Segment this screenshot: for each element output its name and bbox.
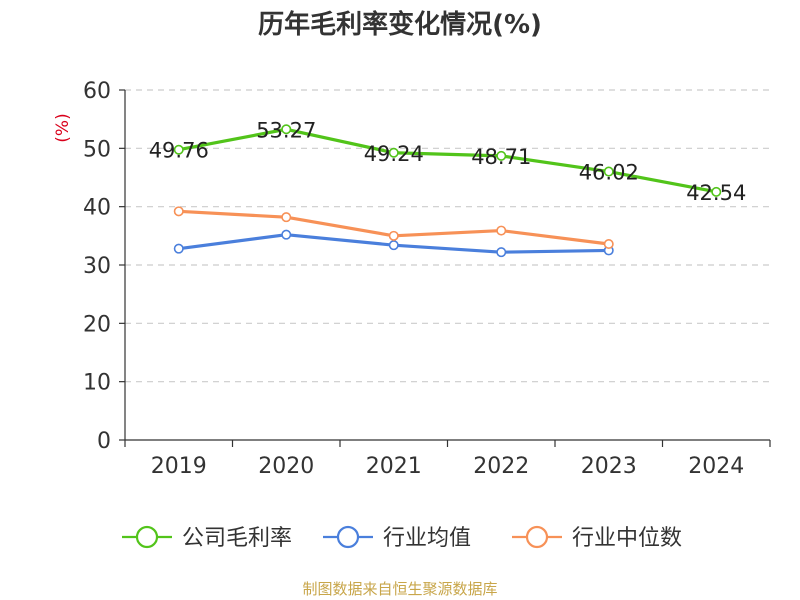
- grid-layer: [125, 89, 770, 383]
- legend-marker: [135, 525, 159, 549]
- y-tick-label: 10: [83, 371, 111, 396]
- legend-layer: 公司毛利率 行业均值 行业中位数: [122, 525, 682, 551]
- axis-layer: 0 10 20 30 40 50 60 (%) 2019 2020 2021 2022 2023 2024: [53, 79, 771, 479]
- series-line-0: [178, 127, 717, 194]
- data-point-0: [711, 186, 722, 197]
- x-tick-label: 2023: [581, 454, 637, 479]
- y-tick-label: 0: [97, 429, 111, 454]
- x-tick-label: 2022: [473, 454, 529, 479]
- x-tick-label: 2021: [366, 454, 422, 479]
- series-layer: [173, 124, 722, 258]
- data-point-0: [603, 166, 614, 177]
- data-label: 49.24: [364, 142, 424, 166]
- y-tick-label: 30: [83, 254, 111, 279]
- legend-marker: [336, 525, 360, 549]
- data-point-1: [388, 240, 399, 251]
- y-tick-label: 20: [83, 312, 111, 337]
- data-point-1: [173, 243, 184, 254]
- data-label: 46.02: [579, 161, 639, 185]
- legend-marker: [525, 525, 549, 549]
- data-label: 49.76: [149, 139, 209, 163]
- y-axis-label: (%): [53, 113, 73, 142]
- x-tick-label: 2024: [688, 454, 744, 479]
- data-point-2: [388, 230, 399, 241]
- data-label: 48.71: [471, 145, 531, 169]
- data-point-0: [173, 144, 184, 155]
- data-point-0: [281, 124, 292, 135]
- source-text: 制图数据来自恒生聚源数据库: [302, 580, 498, 598]
- legend-label: 公司毛利率: [182, 526, 292, 551]
- data-point-2: [281, 212, 292, 223]
- data-label: 42.54: [686, 181, 746, 205]
- x-tick-label: 2019: [151, 454, 207, 479]
- data-point-0: [388, 147, 399, 158]
- data-point-2: [496, 225, 507, 236]
- data-point-0: [496, 150, 507, 161]
- y-tick-label: 60: [83, 79, 111, 104]
- label-layer: 49.76 53.27 49.24 48.71 46.02 42.54: [149, 118, 747, 205]
- y-tick-label: 50: [83, 137, 111, 162]
- legend-label: 行业中位数: [572, 526, 682, 551]
- chart-title: 历年毛利率变化情况(%): [258, 10, 542, 40]
- data-point-2: [173, 206, 184, 217]
- y-tick-label: 40: [83, 196, 111, 221]
- data-point-1: [496, 247, 507, 258]
- legend-label: 行业均值: [383, 526, 471, 551]
- data-label: 53.27: [256, 118, 316, 142]
- data-point-2: [603, 239, 614, 250]
- x-tick-label: 2020: [258, 454, 314, 479]
- data-point-1: [281, 229, 292, 240]
